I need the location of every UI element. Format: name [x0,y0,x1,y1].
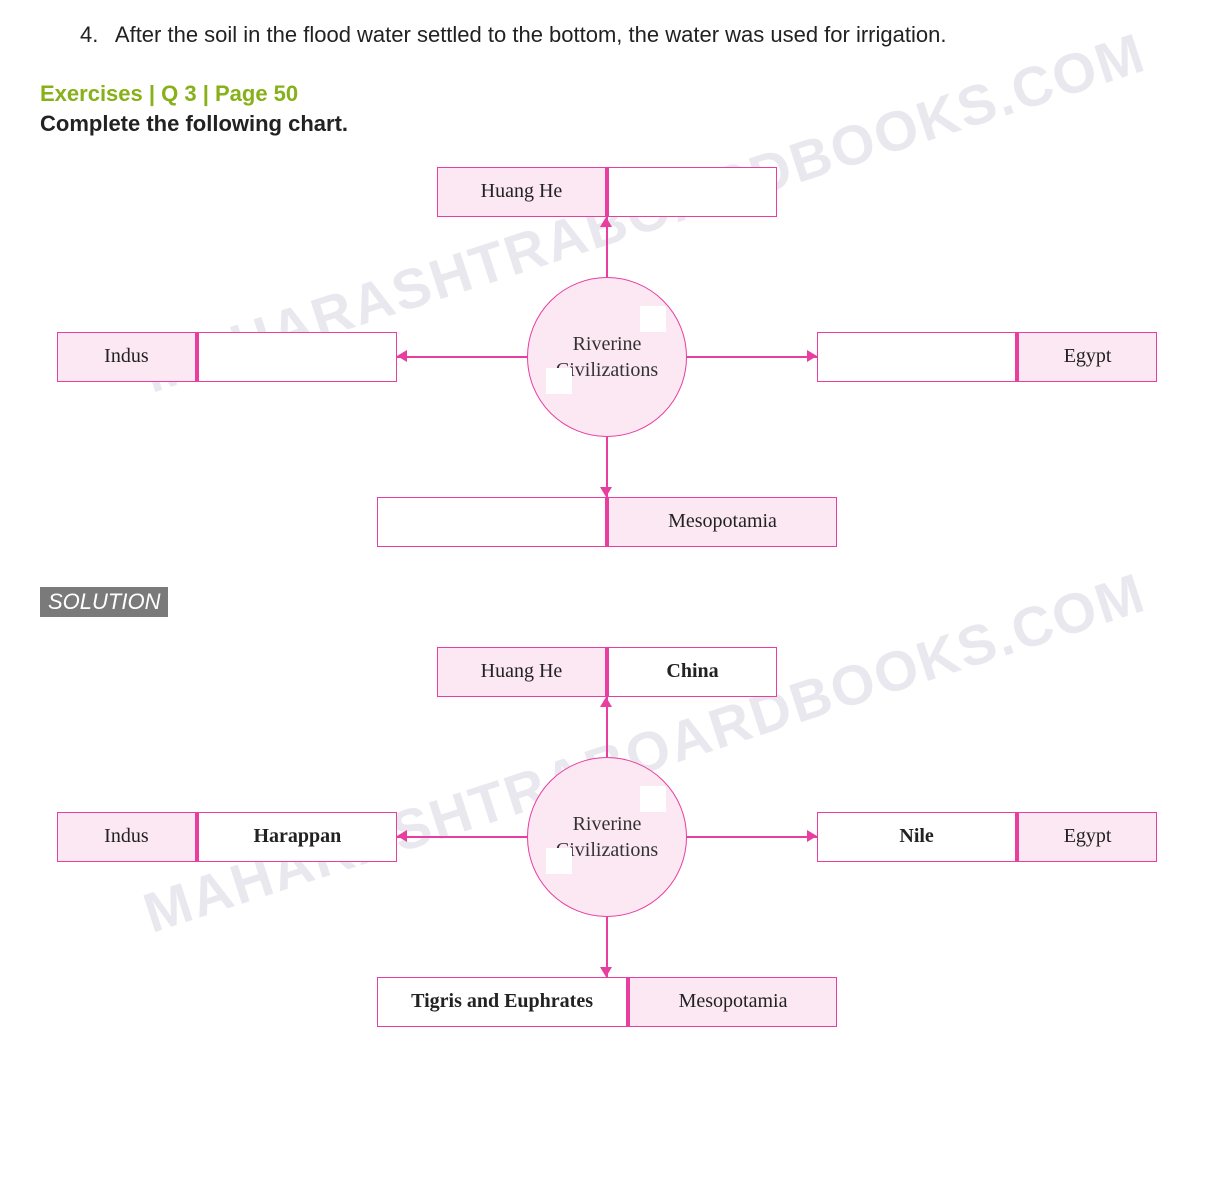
item-4: 4. After the soil in the flood water set… [80,20,1174,51]
top-box: Huang He [437,167,777,217]
left-right-cell [199,333,396,381]
item-text: After the soil in the flood water settle… [115,22,947,47]
left-left-cell: Indus [58,813,195,861]
bottom-right-cell: Mesopotamia [630,978,836,1026]
arrow-line [397,356,527,358]
arrow-left-icon [397,830,407,842]
arrow-line [687,836,817,838]
bottom-left-cell: Tigris and Euphrates [378,978,626,1026]
top-left-cell: Huang He [438,168,605,216]
solution-diagram: Riverine Civilizations Huang He China In… [57,627,1157,1047]
center-circle: Riverine Civilizations [527,757,687,917]
left-box: Indus Harappan [57,812,397,862]
bottom-left-cell [378,498,605,546]
solution-label: SOLUTION [40,587,168,617]
question-diagram: Riverine Civilizations Huang He Indus Eg… [57,147,1157,567]
right-left-cell [818,333,1015,381]
arrow-line [687,356,817,358]
patch [546,368,572,394]
arrow-down-icon [600,967,612,977]
bottom-box: Tigris and Euphrates Mesopotamia [377,977,837,1027]
right-right-cell: Egypt [1019,813,1156,861]
exercise-label: Exercises | Q 3 | Page 50 [40,81,1174,107]
arrow-line [397,836,527,838]
bottom-right-cell: Mesopotamia [609,498,836,546]
arrow-left-icon [397,350,407,362]
top-left-cell: Huang He [438,648,605,696]
patch [640,306,666,332]
left-left-cell: Indus [58,333,195,381]
right-box: Egypt [817,332,1157,382]
arrow-down-icon [600,487,612,497]
arrow-right-icon [807,350,817,362]
patch [546,848,572,874]
patch [640,786,666,812]
center-circle: Riverine Civilizations [527,277,687,437]
right-box: Nile Egypt [817,812,1157,862]
left-box: Indus [57,332,397,382]
right-left-cell: Nile [818,813,1015,861]
arrow-right-icon [807,830,817,842]
arrow-up-icon [600,217,612,227]
item-number: 4. [80,20,110,51]
bottom-box: Mesopotamia [377,497,837,547]
top-right-cell [609,168,776,216]
left-right-cell: Harappan [199,813,396,861]
arrow-up-icon [600,697,612,707]
right-right-cell: Egypt [1019,333,1156,381]
instruction: Complete the following chart. [40,111,1174,137]
top-box: Huang He China [437,647,777,697]
top-right-cell: China [609,648,776,696]
